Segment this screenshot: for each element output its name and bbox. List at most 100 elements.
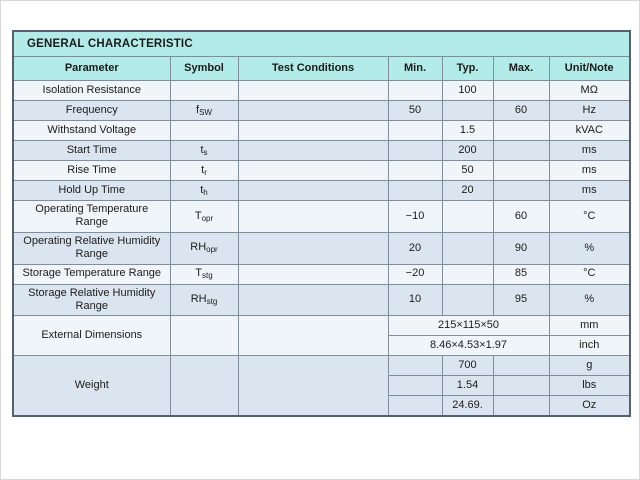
cell-min [387, 80, 443, 101]
cell-parameter: Withstand Voltage [12, 120, 171, 141]
cell-test-conditions [237, 180, 389, 201]
cell-typ: 700 [441, 355, 494, 377]
symbol-subscript: opr [201, 213, 214, 223]
table-row: 24.69. Oz [13, 395, 631, 417]
column-header-max: Max. [492, 56, 550, 81]
cell-min: 10 [387, 283, 443, 317]
cell-min [387, 140, 443, 161]
table-row: External Dimensions 215×115×50 mm [12, 315, 631, 357]
table-row: 8.46×4.53×1.97 inch [13, 335, 631, 357]
cell-unit: g [548, 355, 631, 377]
cell-typ [441, 231, 494, 265]
symbol-subscript: s [203, 147, 208, 157]
symbol-subscript: r [204, 167, 207, 177]
cell-min [387, 395, 443, 417]
table-title: GENERAL CHARACTERISTIC [12, 30, 631, 57]
cell-unit: °C [548, 200, 631, 233]
cell-symbol [169, 80, 239, 101]
cell-unit: °C [548, 263, 631, 285]
column-header-unit: Unit/Note [548, 56, 631, 81]
symbol-base: T [195, 267, 203, 280]
symbol-subscript: h [203, 187, 208, 197]
cell-parameter: Rise Time [12, 160, 171, 181]
cell-max: 85 [492, 263, 550, 285]
cell-parameter: Isolation Resistance [12, 80, 171, 101]
table-row: Withstand Voltage 1.5 kVAC [12, 120, 631, 141]
cell-unit: ms [548, 160, 631, 181]
cell-typ [441, 100, 494, 121]
cell-min: 20 [387, 231, 443, 265]
cell-typ: 100 [441, 80, 494, 101]
cell-test-conditions [237, 231, 389, 265]
table-row: Operating Relative Humidity Range RHopr … [12, 231, 631, 265]
table-header-row: Parameter Symbol Test Conditions Min. Ty… [12, 56, 631, 81]
cell-test-conditions [237, 263, 389, 285]
general-characteristic-table: GENERAL CHARACTERISTIC Parameter Symbol … [12, 30, 631, 417]
symbol-base: f [196, 103, 200, 116]
cell-min [387, 355, 443, 377]
cell-symbol: Tstg [169, 263, 239, 285]
cell-min: −20 [387, 263, 443, 285]
cell-typ: 24.69. [441, 395, 494, 417]
symbol-subscript: stg [206, 297, 218, 307]
cell-max [492, 80, 550, 101]
table-row: Isolation Resistance 100 MΩ [12, 80, 631, 101]
cell-unit: inch [548, 335, 631, 357]
cell-parameter: Operating Temperature Range [12, 200, 171, 233]
cell-max [492, 140, 550, 161]
cell-symbol: th [169, 180, 239, 201]
cell-min: 50 [387, 100, 443, 121]
cell-typ: 50 [441, 160, 494, 181]
cell-max [492, 355, 550, 377]
cell-dimensions-mm: 215×115×50 [387, 315, 550, 337]
table-row: Frequency fSW 50 60 Hz [12, 100, 631, 121]
symbol-base: RH [190, 241, 207, 254]
symbol-base: RH [190, 293, 207, 306]
cell-unit: ms [548, 140, 631, 161]
cell-symbol [169, 315, 239, 357]
column-header-parameter: Parameter [12, 56, 171, 81]
cell-test-conditions [237, 100, 389, 121]
cell-symbol: tr [169, 160, 239, 181]
cell-typ [441, 263, 494, 285]
cell-test-conditions [237, 315, 389, 357]
cell-max: 60 [492, 200, 550, 233]
symbol-subscript: opr [206, 245, 218, 255]
cell-max [492, 180, 550, 201]
table-row: GENERAL CHARACTERISTIC [12, 30, 631, 57]
cell-max: 90 [492, 231, 550, 265]
cell-parameter: Hold Up Time [12, 180, 171, 201]
cell-max [492, 120, 550, 141]
cell-symbol: Topr [169, 200, 239, 233]
cell-symbol: ts [169, 140, 239, 161]
column-header-symbol: Symbol [169, 56, 239, 81]
cell-max [492, 395, 550, 417]
table-row: Operating Temperature Range Topr −10 60 … [12, 200, 631, 233]
cell-unit: lbs [548, 375, 631, 397]
cell-typ [441, 200, 494, 233]
cell-parameter: Start Time [12, 140, 171, 161]
cell-min [387, 375, 443, 397]
cell-parameter: Weight [12, 355, 171, 417]
cell-unit: mm [548, 315, 631, 337]
table-row: Weight 700 g [12, 355, 631, 417]
cell-max [492, 375, 550, 397]
cell-parameter: Storage Temperature Range [12, 263, 171, 285]
cell-min [387, 120, 443, 141]
cell-symbol [169, 120, 239, 141]
cell-parameter: Operating Relative Humidity Range [12, 231, 171, 265]
symbol-base: T [194, 209, 202, 222]
cell-unit: Hz [548, 100, 631, 121]
symbol-base: t [200, 183, 204, 196]
symbol-subscript: stg [202, 271, 213, 281]
table-row: Start Time ts 200 ms [12, 140, 631, 161]
cell-max: 60 [492, 100, 550, 121]
cell-symbol: RHopr [169, 231, 239, 265]
cell-max [492, 160, 550, 181]
cell-test-conditions [237, 283, 389, 317]
cell-test-conditions [237, 140, 389, 161]
cell-unit: % [548, 231, 631, 265]
cell-typ: 200 [441, 140, 494, 161]
symbol-base: t [201, 163, 205, 176]
cell-min: −10 [387, 200, 443, 233]
